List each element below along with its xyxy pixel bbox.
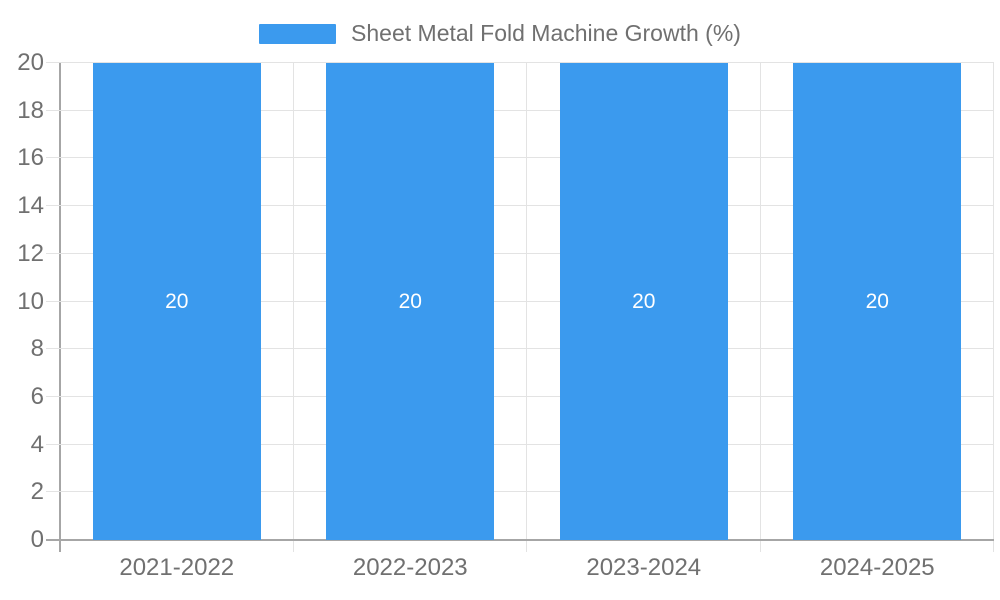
bar-value-label: 20 <box>632 289 656 313</box>
legend-swatch-icon <box>259 23 337 44</box>
y-axis-line <box>59 63 61 552</box>
bar-2021-2022: 20 <box>92 63 261 540</box>
y-tick-label-4: 4 <box>30 430 44 458</box>
y-tick-label-2: 2 <box>30 478 44 506</box>
gridline-x-boundary-4 <box>993 63 994 552</box>
chart-legend-item[interactable]: Sheet Metal Fold Machine Growth (%) <box>0 20 1000 47</box>
bar-value-label: 20 <box>865 289 889 313</box>
gridline-y-20 <box>46 62 994 63</box>
x-tick-label-2024-2025: 2024-2025 <box>819 554 935 581</box>
gridline-x-boundary-1 <box>292 63 294 552</box>
x-tick-label-2023-2024: 2023-2024 <box>586 554 702 581</box>
x-axis-tick-labels: 2021-2022 2022-2023 2023-2024 2024-2025 <box>60 554 994 588</box>
y-tick-label-20: 20 <box>17 49 44 76</box>
y-axis-tick-labels: 0 2 4 6 8 10 12 14 16 18 20 <box>0 51 44 552</box>
x-axis-line <box>46 539 994 541</box>
gridline-x-boundary-2 <box>526 63 527 552</box>
gridline-y-4 <box>46 443 994 445</box>
gridline-y-14 <box>46 205 994 207</box>
y-tick-label-0: 0 <box>30 526 44 553</box>
y-tick-label-6: 6 <box>30 382 44 410</box>
bar-2024-2025: 20 <box>793 63 962 540</box>
gridline-y-16 <box>46 157 994 159</box>
gridline-y-8 <box>46 348 994 350</box>
gridline-y-10 <box>46 300 994 302</box>
y-tick-label-8: 8 <box>30 335 44 363</box>
gridline-x-boundary-3 <box>759 63 761 552</box>
y-tick-label-10: 10 <box>17 287 44 315</box>
plot-area: 20 20 20 20 <box>46 62 994 552</box>
y-tick-label-18: 18 <box>17 96 44 124</box>
y-tick-label-12: 12 <box>17 239 44 267</box>
gridline-y-6 <box>46 395 994 397</box>
y-tick-label-16: 16 <box>17 144 44 172</box>
x-tick-label-2022-2023: 2022-2023 <box>352 554 468 581</box>
legend-label: Sheet Metal Fold Machine Growth (%) <box>351 20 741 46</box>
gridline-y-12 <box>46 252 994 254</box>
gridline-y-2 <box>46 491 994 493</box>
x-tick-label-2021-2022: 2021-2022 <box>119 554 235 581</box>
bar-2022-2023: 20 <box>326 63 495 540</box>
bar-value-label: 20 <box>165 289 189 313</box>
gridline-y-18 <box>46 109 994 111</box>
bar-2023-2024: 20 <box>559 63 728 540</box>
y-tick-label-14: 14 <box>17 192 44 220</box>
bar-value-label: 20 <box>398 289 422 313</box>
